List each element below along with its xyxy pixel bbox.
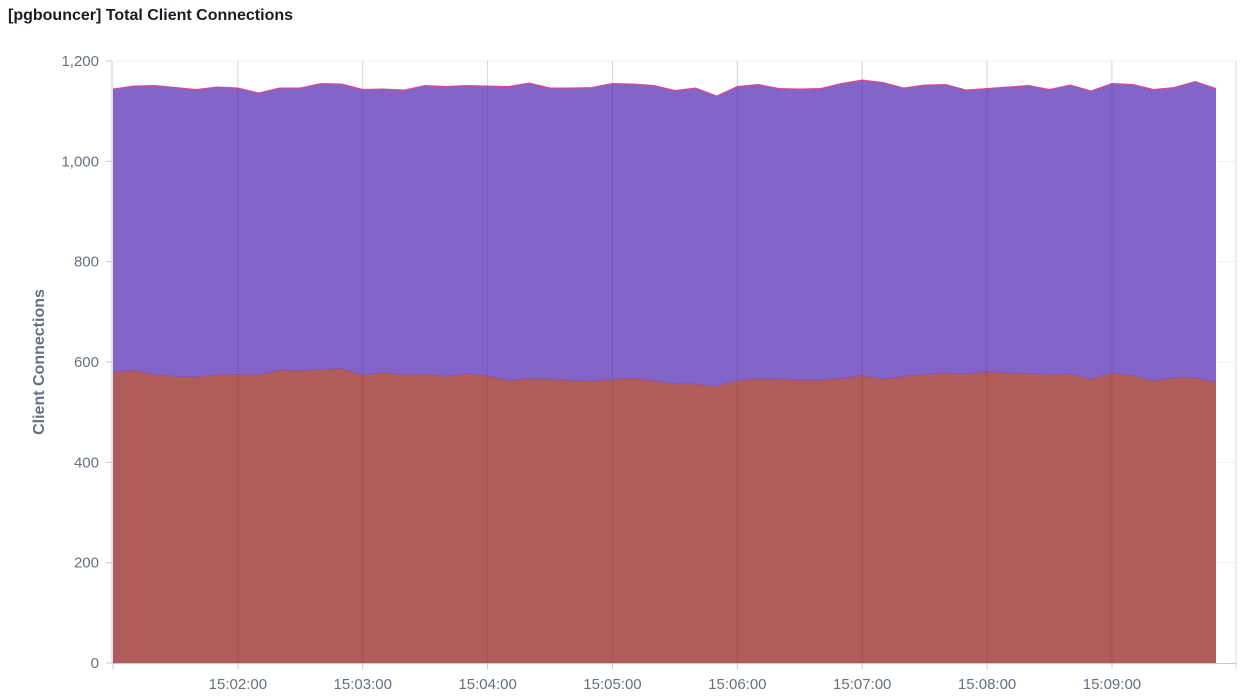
y-axis-title: Client Connections <box>31 289 48 435</box>
tick-labels: 0 200 400 600 800 1,000 1,200 15:02:00 15:03:00 1… <box>31 53 1141 693</box>
x-tick-label: 15:04:00 <box>458 676 516 693</box>
series-1-line <box>112 367 1217 387</box>
axes <box>106 60 1237 669</box>
x-tick-label: 15:08:00 <box>958 676 1016 693</box>
x-tick-label: 15:02:00 <box>209 676 267 693</box>
y-tick-label: 1,200 <box>61 53 99 70</box>
series-1-area <box>113 368 1216 663</box>
x-tick-label: 15:03:00 <box>334 676 392 693</box>
series-2-line <box>112 79 1217 97</box>
panel-title: [pgbouncer] Total Client Connections <box>8 7 294 24</box>
series-areas <box>112 61 1217 663</box>
y-tick-label: 800 <box>74 254 99 271</box>
y-tick-label: 600 <box>74 354 99 371</box>
y-tick-label: 400 <box>74 454 99 471</box>
x-tick-label: 15:09:00 <box>1083 676 1141 693</box>
y-tick-label: 200 <box>74 555 99 572</box>
x-tick-label: 15:06:00 <box>708 676 766 693</box>
y-tick-label: 0 <box>91 655 99 672</box>
x-tick-label: 15:05:00 <box>583 676 641 693</box>
x-tick-label: 15:07:00 <box>833 676 891 693</box>
y-tick-label: 1,000 <box>61 153 99 170</box>
series-2-area <box>113 80 1216 386</box>
